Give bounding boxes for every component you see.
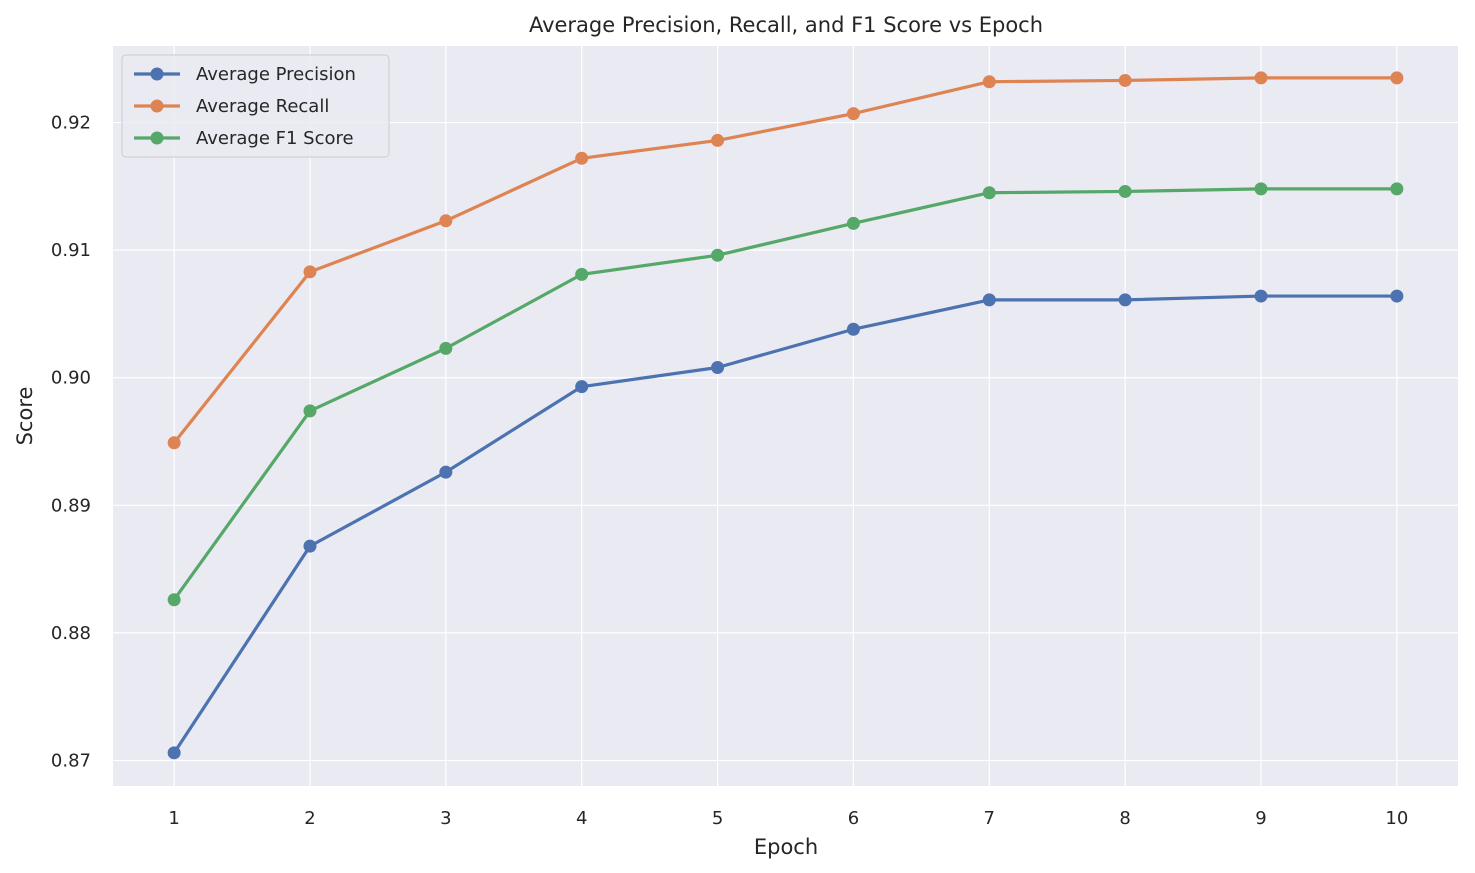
data-point [1254, 182, 1268, 196]
data-point [439, 341, 453, 355]
x-tick-label: 10 [1385, 808, 1408, 829]
chart-title: Average Precision, Recall, and F1 Score … [529, 13, 1043, 37]
legend-marker [150, 99, 164, 113]
data-point [303, 404, 317, 418]
y-tick-label: 0.90 [51, 368, 91, 389]
grid-lines [113, 46, 1458, 786]
legend-item: Average Recall [134, 96, 329, 117]
data-point [167, 593, 181, 607]
data-point [1390, 182, 1404, 196]
x-tick-label: 6 [848, 808, 859, 829]
legend-item: Average Precision [134, 64, 356, 85]
data-point [846, 216, 860, 230]
data-point [439, 465, 453, 479]
data-point [982, 75, 996, 89]
data-point [303, 265, 317, 279]
series-2 [167, 182, 1404, 607]
plot-area [113, 46, 1458, 786]
x-tick-label: 8 [1119, 808, 1130, 829]
x-tick-label: 3 [440, 808, 451, 829]
data-point [711, 133, 725, 147]
y-tick-labels: 0.87 0.88 0.89 0.90 0.91 0.92 [51, 113, 91, 772]
legend-marker [150, 67, 164, 81]
x-tick-label: 4 [576, 808, 587, 829]
data-point [575, 151, 589, 165]
series-line [172, 187, 1397, 601]
data-point [846, 322, 860, 336]
data-point [711, 361, 725, 375]
legend-item: Average F1 Score [134, 128, 354, 149]
data-point [439, 214, 453, 228]
data-point [711, 248, 725, 262]
series-1 [167, 71, 1404, 450]
x-tick-labels: 1 2 3 4 5 6 7 8 9 10 [168, 808, 1408, 829]
data-point [575, 267, 589, 281]
y-tick-label: 0.89 [51, 495, 91, 516]
data-point [1390, 71, 1404, 85]
data-point [167, 436, 181, 450]
series-0 [167, 289, 1404, 760]
legend-label: Average Precision [196, 64, 356, 85]
series-line [172, 294, 1397, 754]
data-point [1254, 71, 1268, 85]
y-tick-label: 0.91 [51, 240, 91, 261]
data-point [1118, 73, 1132, 87]
data-point [575, 380, 589, 394]
y-axis-label: Score [13, 387, 37, 446]
x-tick-label: 7 [984, 808, 995, 829]
series-line [172, 76, 1397, 444]
legend-label: Average F1 Score [196, 128, 354, 149]
data-point [303, 539, 317, 553]
data-point [982, 186, 996, 200]
data-point [1118, 293, 1132, 307]
data-point [1118, 184, 1132, 198]
data-point [1254, 289, 1268, 303]
y-tick-label: 0.88 [51, 623, 91, 644]
legend-box [121, 54, 390, 158]
data-point [846, 107, 860, 121]
x-tick-label: 2 [304, 808, 315, 829]
data-point [1390, 289, 1404, 303]
x-axis-label: Epoch [754, 835, 818, 859]
legend-items: Average Precision Average Recall Average F… [134, 64, 356, 149]
legend: Average Precision Average Recall Average F… [121, 54, 390, 158]
data-point [167, 746, 181, 760]
y-tick-label: 0.87 [51, 750, 91, 771]
x-tick-label: 5 [712, 808, 723, 829]
data-point [982, 293, 996, 307]
x-tick-label: 9 [1255, 808, 1266, 829]
legend-label: Average Recall [196, 96, 329, 117]
y-tick-label: 0.92 [51, 113, 91, 134]
legend-marker [150, 131, 164, 145]
series-group [167, 71, 1404, 760]
x-tick-label: 1 [168, 808, 179, 829]
